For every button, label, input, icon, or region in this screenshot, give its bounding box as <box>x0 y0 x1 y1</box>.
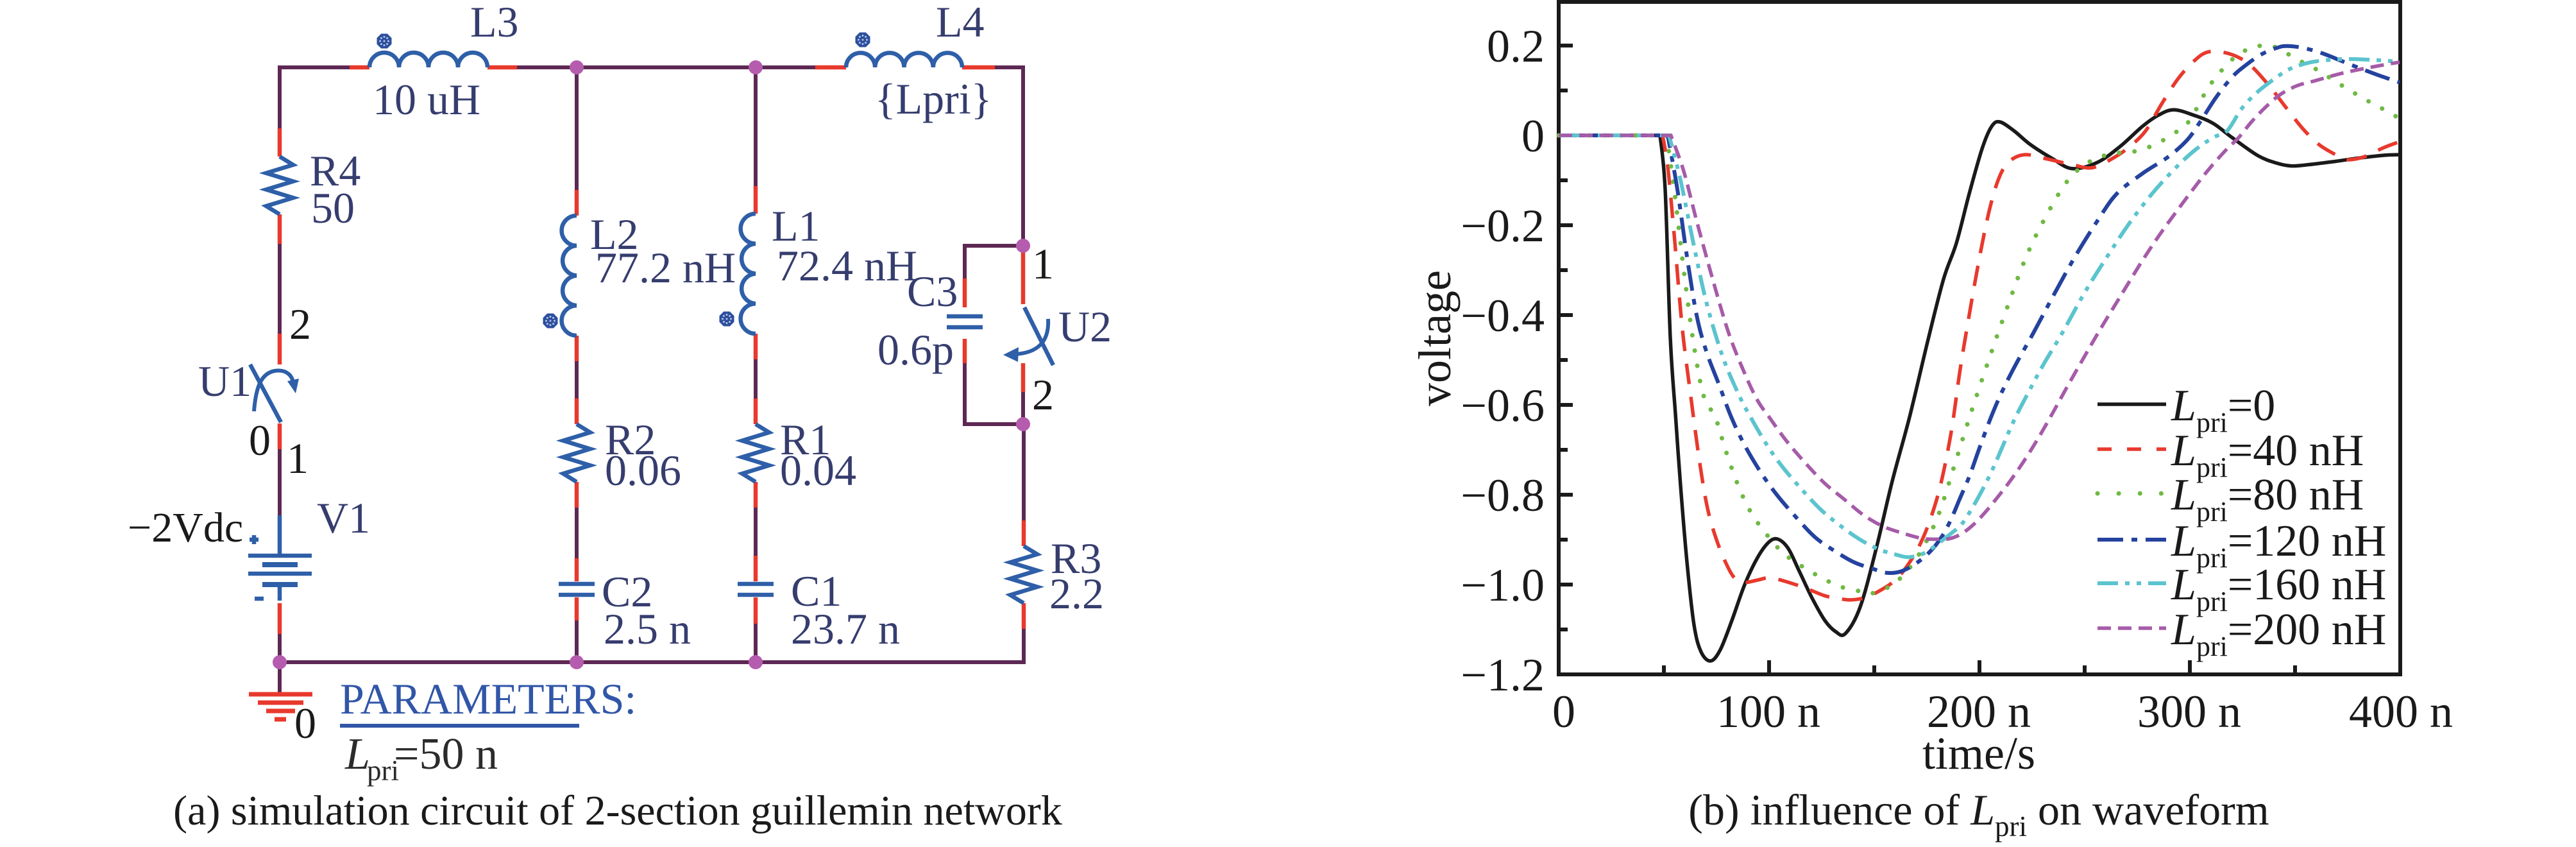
svg-text:0.2: 0.2 <box>1487 21 1545 72</box>
svg-text:0.04: 0.04 <box>780 446 856 495</box>
svg-text:pri: pri <box>367 755 399 787</box>
svg-text:U1: U1 <box>198 357 251 406</box>
svg-text:Lpri=40 nH: Lpri=40 nH <box>2171 426 2364 483</box>
svg-text:77.2 nH: 77.2 nH <box>595 243 736 292</box>
svg-text:−0.4: −0.4 <box>1461 290 1545 341</box>
svg-text:200 n: 200 n <box>1927 686 2031 737</box>
svg-text:L3: L3 <box>470 0 519 46</box>
svg-text:−2Vdc: −2Vdc <box>128 504 243 551</box>
svg-text:L4: L4 <box>936 0 985 46</box>
svg-text:{Lpri}: {Lpri} <box>875 74 992 123</box>
svg-text:voltage: voltage <box>1409 270 1461 406</box>
svg-text:−0.8: −0.8 <box>1461 470 1545 521</box>
svg-text:2: 2 <box>1032 370 1054 419</box>
svg-text:Lpri=0: Lpri=0 <box>2171 381 2275 438</box>
svg-text:R3: R3 <box>1051 534 1101 583</box>
svg-text:R1: R1 <box>780 415 831 464</box>
svg-text:−1.2: −1.2 <box>1461 649 1545 701</box>
svg-text:C2: C2 <box>602 567 652 616</box>
svg-text:0: 0 <box>1521 110 1545 162</box>
svg-text:Lpri=80 nH: Lpri=80 nH <box>2171 470 2364 527</box>
svg-text:(b) influence of Lpri on wavef: (b) influence of Lpri on waveform <box>1688 785 2269 843</box>
svg-text:0: 0 <box>249 416 271 465</box>
svg-text:400 n: 400 n <box>2349 686 2453 737</box>
svg-text:72.4 nH: 72.4 nH <box>777 241 917 290</box>
svg-text:300 n: 300 n <box>2137 686 2241 737</box>
svg-text:2: 2 <box>289 300 311 348</box>
svg-text:PARAMETERS:: PARAMETERS: <box>340 674 636 723</box>
svg-text:0: 0 <box>1552 686 1575 737</box>
svg-text:1: 1 <box>1032 239 1054 288</box>
svg-text:Lpri=120 nH: Lpri=120 nH <box>2171 517 2386 574</box>
svg-text:0.6p: 0.6p <box>877 325 954 374</box>
svg-text:C1: C1 <box>791 567 842 615</box>
svg-text:2.2: 2.2 <box>1049 569 1104 618</box>
svg-text:1: 1 <box>287 434 309 483</box>
svg-text:0: 0 <box>294 699 316 748</box>
svg-text:L1: L1 <box>772 201 820 250</box>
svg-text:2.5 n: 2.5 n <box>604 604 691 653</box>
svg-text:time/s: time/s <box>1922 728 2035 779</box>
svg-text:Lpri=160 nH: Lpri=160 nH <box>2171 560 2386 617</box>
svg-text:−0.2: −0.2 <box>1461 200 1545 252</box>
svg-text:R2: R2 <box>605 415 656 464</box>
svg-text:V1: V1 <box>317 493 370 542</box>
svg-text:(a) simulation circuit of 2-se: (a) simulation circuit of 2-section guil… <box>173 787 1062 834</box>
svg-text:23.7 n: 23.7 n <box>791 604 900 653</box>
svg-text:L: L <box>344 730 370 779</box>
svg-text:100 n: 100 n <box>1716 686 1820 737</box>
svg-text:L2: L2 <box>590 210 639 259</box>
svg-text:=50 n: =50 n <box>394 730 498 779</box>
svg-text:−0.6: −0.6 <box>1461 380 1545 431</box>
svg-text:−1.0: −1.0 <box>1461 560 1545 611</box>
svg-text:R4: R4 <box>310 146 360 195</box>
svg-text:0.06: 0.06 <box>605 446 681 495</box>
svg-text:U2: U2 <box>1058 302 1112 351</box>
svg-text:C3: C3 <box>907 267 958 316</box>
svg-text:10 uH: 10 uH <box>373 75 480 124</box>
svg-text:50: 50 <box>311 184 355 232</box>
svg-text:Lpri=200 nH: Lpri=200 nH <box>2171 605 2386 662</box>
